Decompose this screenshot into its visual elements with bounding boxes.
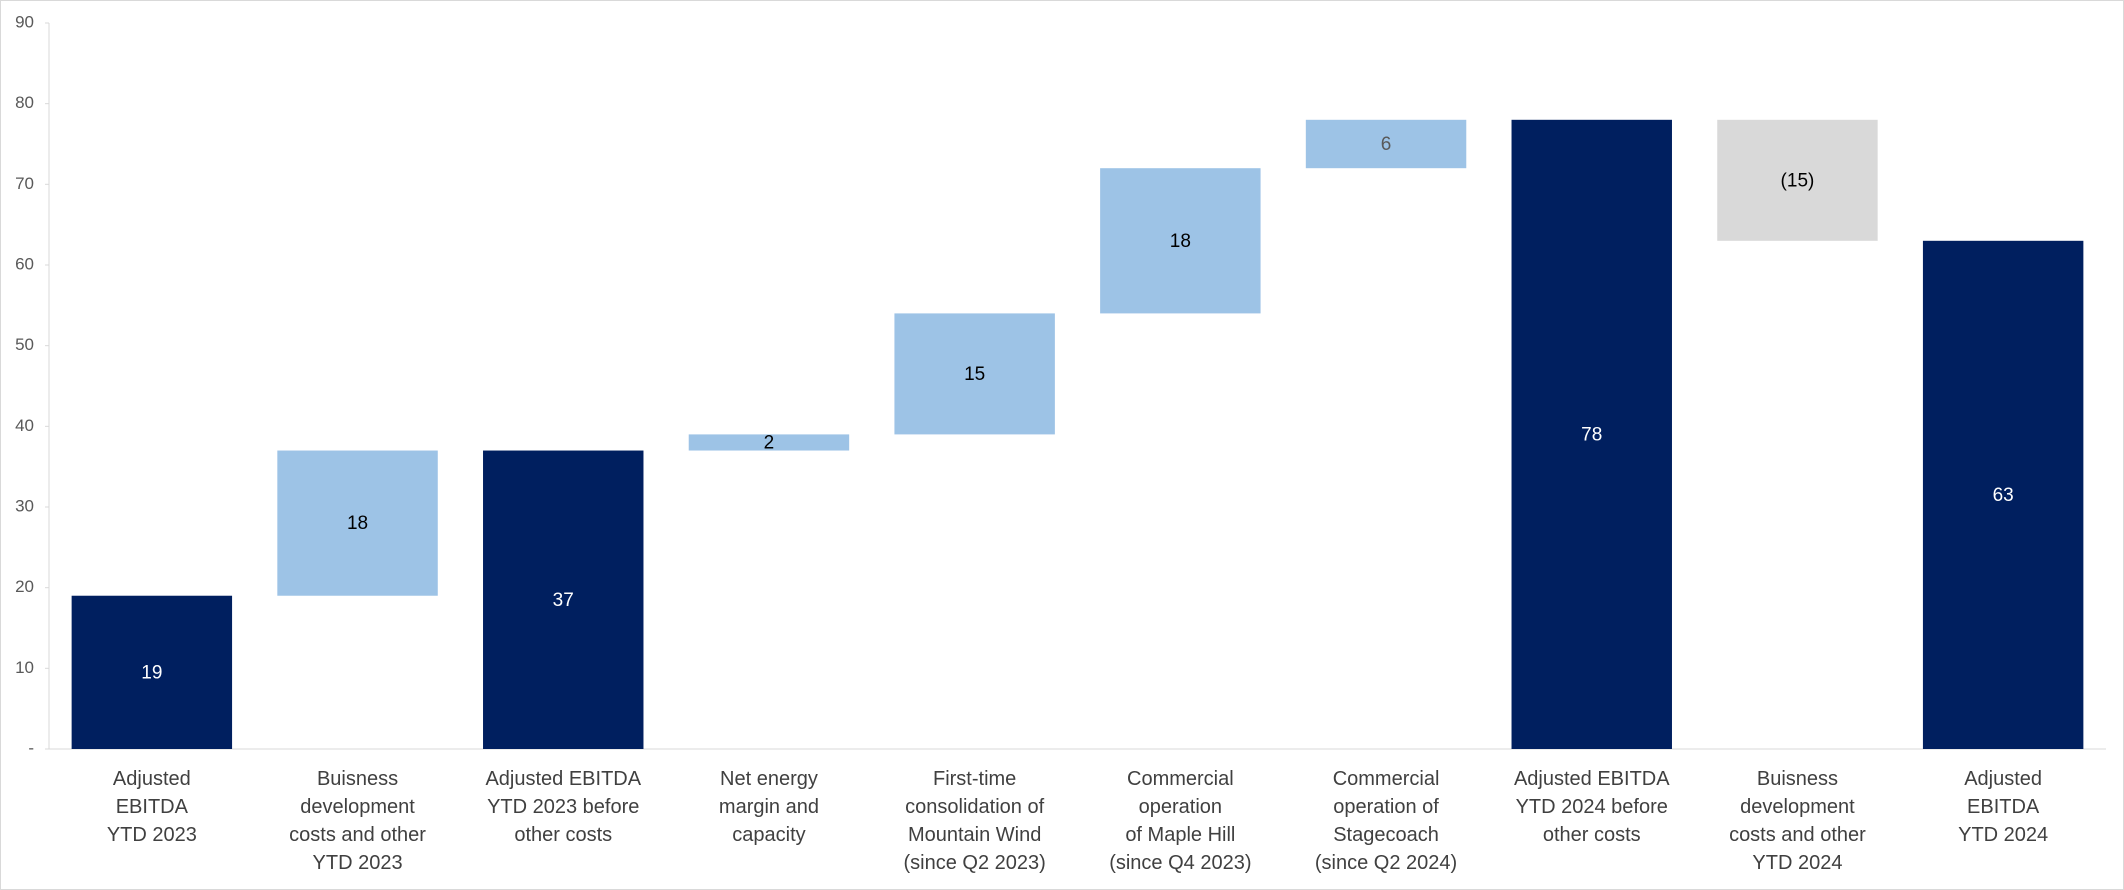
bar (71, 595, 233, 749)
bar (277, 450, 438, 596)
x-tick-label: Buisness development costs and other YTD 20… (289, 768, 426, 874)
x-tick-label: Adjusted EBITDA YTD 2024 (1958, 768, 2048, 846)
value-label: 37 (553, 590, 574, 611)
x-tick-label: Adjusted EBITDA YTD 2023 (107, 768, 197, 846)
bar (1100, 168, 1261, 314)
y-tick-label: 40 (15, 416, 34, 435)
x-tick-label: Adjusted EBITDA YTD 2023 before other cost… (485, 768, 641, 846)
x-tick-label: First-time consolidation of Mountain Wind(… (904, 768, 1046, 874)
bar (1305, 119, 1467, 169)
value-label: (15) (1781, 170, 1815, 191)
y-tick-label: 60 (15, 254, 34, 273)
value-label: 6 (1381, 134, 1392, 155)
value-label: 78 (1581, 424, 1602, 445)
bar (1511, 119, 1672, 750)
x-tick-label: Net energy margin and capacity (719, 768, 819, 846)
y-tick-label: - (28, 738, 34, 757)
y-tick-label: 70 (15, 174, 34, 193)
y-tick-label: 90 (15, 12, 34, 31)
value-label: 19 (141, 662, 162, 683)
y-tick-label: 50 (15, 335, 34, 354)
value-label: 18 (347, 513, 368, 534)
bar (1717, 119, 1878, 241)
y-tick-label: 80 (15, 93, 34, 112)
bar (1922, 240, 2084, 750)
y-tick-label: 20 (15, 577, 34, 596)
x-tick-label: Buisness development costs and other YTD 20… (1729, 768, 1866, 874)
x-tick-label: Adjusted EBITDA YTD 2024 before other cost… (1514, 768, 1670, 846)
bar (688, 434, 850, 451)
bar (483, 450, 644, 749)
value-label: 18 (1170, 231, 1191, 252)
value-label: 63 (1993, 485, 2014, 506)
value-label: 15 (964, 364, 985, 385)
value-label: 2 (764, 432, 775, 453)
x-tick-label: Commercial operation of Stagecoach (since Q… (1315, 768, 1457, 874)
y-tick-label: 10 (15, 658, 34, 677)
bar (894, 313, 1055, 435)
x-tick-label: Commercial operation of Maple Hill (since Q… (1109, 768, 1251, 874)
y-tick-label: 30 (15, 496, 34, 515)
